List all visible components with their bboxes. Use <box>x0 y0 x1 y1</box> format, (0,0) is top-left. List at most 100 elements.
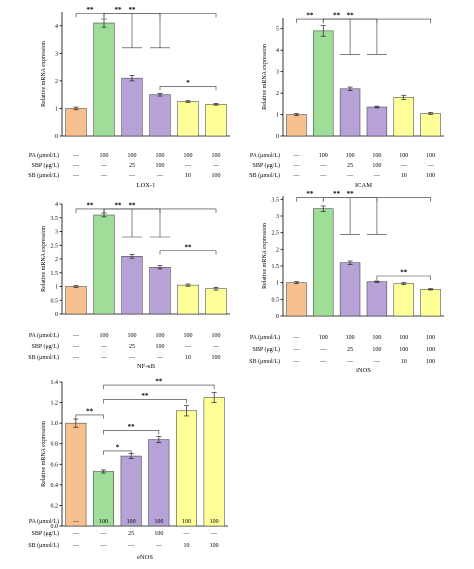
treatment-cell: 10 <box>401 359 407 365</box>
treatment-cell: 100 <box>210 543 219 549</box>
y-axis-label: Relative mRNA expression <box>41 421 47 487</box>
treatment-row-label: SB (μmol/L) <box>249 172 280 179</box>
significance-label: ** <box>306 190 314 198</box>
significance-bracket <box>296 197 324 202</box>
treatment-row-label: PA (μmol/L) <box>250 334 280 341</box>
y-tick-label: 0.0 <box>51 524 59 530</box>
treatment-cell: — <box>212 163 220 169</box>
significance-label: * <box>116 443 120 451</box>
treatment-cell: — <box>100 344 108 350</box>
treatment-cell: 100 <box>210 519 219 525</box>
significance-bracket <box>75 13 105 18</box>
treatment-cell: 25 <box>129 344 135 350</box>
treatment-row-label: PA (μmol/L) <box>29 152 59 159</box>
chart-panel-icam: 0 1 2 3 4 5 Relative mRNA expression ** ** ** PA (… <box>249 12 444 189</box>
gene-label: eNOS <box>137 554 153 561</box>
treatment-cell: 100 <box>100 333 109 339</box>
treatment-cell: — <box>427 163 435 169</box>
significance-bracket <box>103 430 160 435</box>
treatment-cell: — <box>319 163 327 169</box>
treatment-row-label: SBP (μg/L) <box>253 346 281 353</box>
significance-label: ** <box>87 201 95 209</box>
treatment-cell: 100 <box>212 355 221 361</box>
treatment-row-label: PA (μmol/L) <box>29 518 59 525</box>
treatment-cell: — <box>183 531 191 537</box>
treatment-row-label: SBP (μg/L) <box>32 162 60 169</box>
significance-label: * <box>186 79 190 87</box>
significance-label: ** <box>142 392 150 400</box>
y-tick-label: 0.5 <box>272 297 280 303</box>
treatment-cell: — <box>72 355 80 361</box>
y-tick-label: 0 <box>276 314 279 320</box>
bar <box>148 439 170 527</box>
treatment-cell: 100 <box>426 335 435 341</box>
y-tick-label: 1 <box>276 281 279 287</box>
y-tick-label: 0.5 <box>51 298 59 304</box>
gene-label: NF-κB <box>137 363 156 370</box>
chart-panel-nf-b: 0 0.5 1 1.5 2 2.5 3 3.5 4 Relative mRNA expressio… <box>28 201 230 370</box>
treatment-cell: 100 <box>154 531 163 537</box>
bar <box>65 422 87 527</box>
bar <box>177 101 199 137</box>
bar <box>121 256 143 315</box>
treatment-row-label: PA (μmol/L) <box>250 152 280 159</box>
bar <box>149 94 171 137</box>
treatment-cell: — <box>212 344 220 350</box>
significance-label: ** <box>347 12 355 20</box>
significance-bracket <box>75 208 105 213</box>
treatment-cell: — <box>292 163 300 169</box>
gene-label: LOX-1 <box>137 182 156 189</box>
y-tick-label: 2 <box>276 247 279 253</box>
treatment-cell: 25 <box>128 531 134 537</box>
treatment-row-label: SB (μmol/L) <box>28 172 59 179</box>
treatment-cell: — <box>72 344 80 350</box>
bar <box>420 113 441 137</box>
treatment-cell: 100 <box>426 173 435 179</box>
treatment-cell: — <box>292 335 300 341</box>
y-tick-label: 1 <box>55 106 58 112</box>
treatment-cell: — <box>100 163 108 169</box>
significance-label: ** <box>347 190 355 198</box>
treatment-cell: — <box>373 359 381 365</box>
y-axis-label: Relative mRNA expression <box>262 44 268 110</box>
treatment-cell: 10 <box>401 173 407 179</box>
treatment-cell: 100 <box>212 153 221 159</box>
bar <box>149 267 171 315</box>
significance-bracket <box>376 275 431 280</box>
treatment-cell: 100 <box>372 153 381 159</box>
significance-bracket <box>296 18 324 24</box>
treatment-cell: 100 <box>156 344 165 350</box>
bar <box>120 455 142 527</box>
chart-panel-enos: 0.0 0.2 0.4 0.6 0.8 1.0 1.2 1.4 Relative mRNA ex… <box>28 378 228 561</box>
significance-label: ** <box>86 407 94 415</box>
y-tick-label: 0.6 <box>51 462 59 468</box>
bar <box>366 106 388 137</box>
gene-label: iNOS <box>356 367 371 374</box>
y-tick-label: 5 <box>276 27 279 33</box>
treatment-cell: 100 <box>184 333 193 339</box>
treatment-cell: — <box>319 347 327 353</box>
significance-label: ** <box>129 201 137 209</box>
bar <box>176 410 197 527</box>
treatment-row-label: SBP (μg/L) <box>32 530 60 537</box>
bar <box>366 281 388 317</box>
y-tick-label: 2.5 <box>272 231 280 237</box>
significance-bracket <box>103 399 187 404</box>
treatment-cell: 10 <box>185 355 191 361</box>
bar <box>203 397 225 527</box>
y-tick-label: 3 <box>55 51 58 57</box>
treatment-cell: — <box>319 359 327 365</box>
treatment-cell: 100 <box>319 335 328 341</box>
treatment-cell: 100 <box>212 333 221 339</box>
treatment-cell: 100 <box>399 347 408 353</box>
bar <box>339 262 361 317</box>
treatment-cell: 100 <box>372 163 381 169</box>
treatment-cell: — <box>156 173 164 179</box>
significance-label: ** <box>185 243 193 251</box>
y-tick-label: 1.2 <box>51 401 59 407</box>
y-tick-label: 1 <box>55 285 58 291</box>
significance-label: ** <box>87 6 95 14</box>
treatment-cell: — <box>127 543 135 549</box>
